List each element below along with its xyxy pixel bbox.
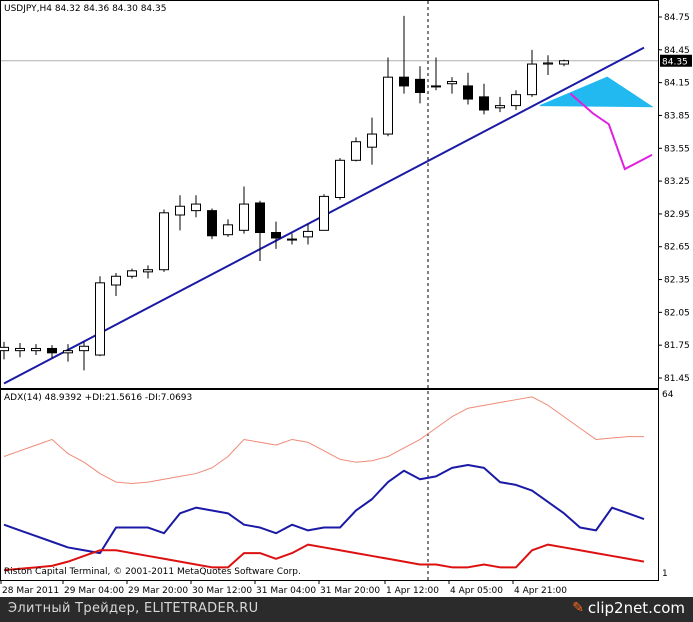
candle-body-bullish (335, 159, 345, 198)
candle-body-bullish (175, 205, 185, 216)
chart-svg: 84.75 84.45 84.15 83.85 83.55 83.25 82.95 82.65… (0, 0, 692, 596)
footer-logo[interactable]: ✎ clip2net.com (572, 599, 685, 617)
candle-body-bullish (127, 270, 137, 277)
clip2net-logo-icon: ✎ (572, 600, 584, 616)
candle-body-bullish (79, 345, 89, 352)
footer-logo-text: clip2net.com (587, 599, 685, 617)
price-tick-label: 82.65 (664, 243, 690, 253)
adx-series-adx (3, 396, 644, 484)
price-tick-label: 83.55 (664, 144, 690, 154)
price-chart-title: USDJPY,H4 84.32 84.36 84.30 84.35 (4, 4, 166, 14)
candle-body-bullish (303, 230, 313, 238)
candle-body-bullish (447, 81, 457, 85)
price-tick-label: 84.45 (664, 46, 690, 56)
candle-body-bullish (495, 105, 505, 109)
time-tick-label: 31 Mar 04:00 (256, 586, 316, 596)
forecast-triangle (539, 76, 654, 108)
candle-body-bullish (159, 212, 169, 271)
candle-body-bullish (367, 133, 377, 148)
candle-body-bearish (207, 210, 217, 237)
time-tick-label: 30 Mar 12:00 (192, 586, 252, 596)
footer-source-text: Элитный Трейдер, ELITETRADER.RU (8, 601, 259, 616)
candle-body-bearish (479, 96, 489, 111)
time-tick-label: 4 Apr 05:00 (450, 586, 503, 596)
time-tick-label: 31 Mar 20:00 (320, 586, 380, 596)
price-tick-label: 83.85 (664, 111, 690, 121)
price-tick-label: 83.25 (664, 177, 690, 187)
current-price-label: 84.35 (662, 57, 688, 67)
candle-body-bullish (351, 141, 361, 161)
copyright-watermark: Riston Capital Terminal, © 2001-2011 Met… (4, 567, 301, 577)
price-tick-label: 82.35 (664, 276, 690, 286)
current-price-box (660, 54, 692, 67)
candle-body-bullish (111, 275, 121, 286)
candle-body-bullish (383, 76, 393, 135)
price-tick-label: 84.15 (664, 79, 690, 89)
adx-indicator-title: ADX(14) 48.9392 +DI:21.5616 -DI:7.0693 (4, 393, 192, 403)
price-tick-label: 82.05 (664, 308, 690, 318)
candle-body-bearish (47, 347, 57, 354)
candle-body-bullish (319, 195, 329, 231)
time-tick-label: 4 Apr 21:00 (514, 586, 567, 596)
candle-body-bullish (543, 62, 553, 65)
adx-tick-label: 1 (662, 569, 668, 579)
price-tick-label: 82.95 (664, 210, 690, 220)
candle-body-bearish (271, 232, 281, 239)
candle-body-bearish (399, 76, 409, 87)
footer-bar: Элитный Трейдер, ELITETRADER.RU ✎ clip2n… (0, 597, 693, 622)
adx-panel-frame (0, 389, 659, 581)
candle-body-bullish (239, 203, 249, 231)
price-panel-frame (0, 0, 659, 389)
forecast-path (569, 92, 653, 171)
adx-series-minusdi (3, 543, 645, 572)
price-tick-label: 81.45 (664, 374, 690, 384)
candle-body-bullish (223, 224, 233, 236)
candle-body-bullish (63, 350, 73, 354)
price-tick-label: 84.75 (664, 13, 690, 23)
candle-body-bullish (31, 347, 41, 352)
candle-body-bullish (15, 347, 25, 352)
adx-series-plusdi (3, 464, 645, 555)
price-tick-label: 81.75 (664, 341, 690, 351)
time-tick-label: 29 Mar 20:00 (128, 586, 188, 596)
candle-body-bullish (143, 269, 153, 273)
candle-body-bullish (95, 282, 105, 356)
candle-body-bullish (287, 238, 297, 241)
time-tick-label: 1 Apr 12:00 (386, 586, 439, 596)
candle-body-bullish (191, 203, 201, 212)
candle-body-bullish (559, 60, 569, 65)
candle-body-bullish (527, 63, 537, 96)
candle-body-bullish (0, 346, 9, 352)
adx-tick-label: 64 (662, 390, 674, 400)
candle-body-bearish (255, 202, 265, 234)
time-tick-label: 28 Mar 2011 (2, 586, 59, 596)
time-tick-label: 29 Mar 04:00 (64, 586, 124, 596)
candle-body-bullish (431, 85, 441, 88)
chart-window: 84.75 84.45 84.15 83.85 83.55 83.25 82.95 82.65… (0, 0, 692, 596)
candle-body-bearish (415, 78, 425, 93)
candle-body-bearish (463, 85, 473, 100)
candle-body-bullish (511, 94, 521, 107)
